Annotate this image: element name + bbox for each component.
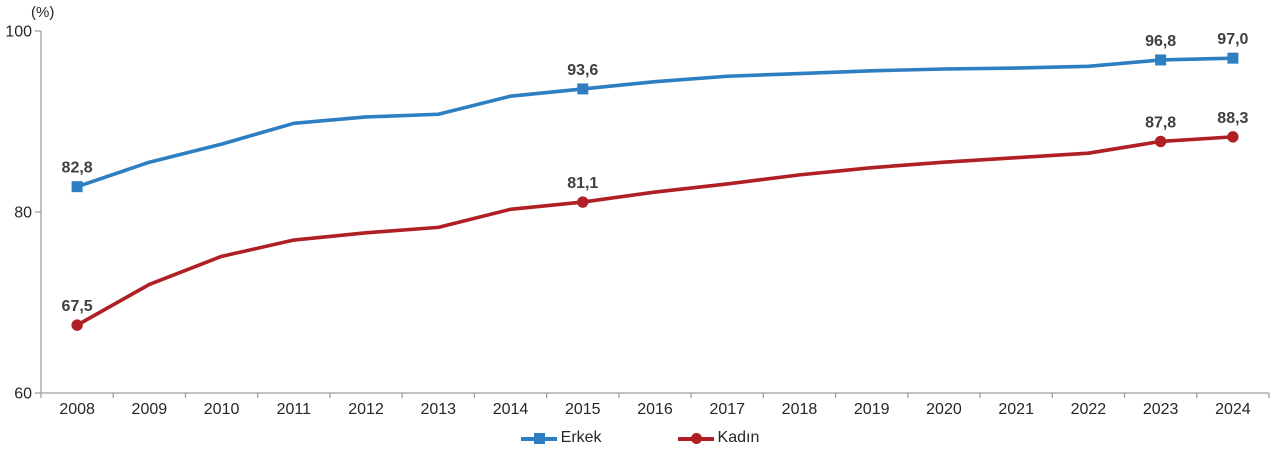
legend: Erkek Kadın [0,430,1280,447]
legend-item-kadin[interactable]: Kadın [677,429,760,447]
data-point-label: 87,8 [1145,114,1176,131]
data-point-circle-marker [577,196,589,208]
data-point-square-marker [1227,52,1239,64]
x-axis-year-label: 2023 [1143,401,1179,418]
legend-label-erkek: Erkek [560,429,602,446]
data-point-circle-marker [71,319,83,331]
x-axis-year-label: 2022 [1071,401,1107,418]
x-axis-year-label: 2014 [493,401,529,418]
legend-label-kadin: Kadın [717,429,760,446]
data-point-circle-marker [1227,131,1239,143]
data-point-label: 82,8 [62,160,93,177]
x-axis-year-label: 2012 [348,401,384,418]
x-axis-year-label: 2024 [1215,401,1251,418]
data-point-label: 88,3 [1217,110,1248,127]
x-axis-year-label: 2009 [132,401,168,418]
x-axis-year-label: 2017 [709,401,745,418]
y-axis-tick-label: 80 [14,205,32,222]
y-axis-tick-label: 100 [5,24,32,41]
kadin-legend-line-circle-icon [677,433,714,444]
data-point-label: 93,6 [567,62,598,79]
x-axis-year-label: 2011 [277,401,312,418]
x-axis-year-label: 2020 [926,401,962,418]
x-axis-year-label: 2016 [637,401,673,418]
x-axis-year-label: 2013 [420,401,456,418]
data-point-square-marker [1155,54,1167,66]
x-axis-year-label: 2018 [782,401,818,418]
legend-item-erkek[interactable]: Erkek [520,429,602,447]
y-axis-unit-label: (%) [31,4,55,21]
series-line-erkek [75,56,1235,189]
x-axis-year-label: 2021 [998,401,1034,418]
x-axis-year-label: 2019 [854,401,890,418]
x-axis-year-label: 2015 [565,401,601,418]
data-point-square-marker [577,83,589,95]
erkek-legend-line-square-icon [520,433,557,444]
series-line-kadın [75,135,1235,327]
data-point-square-marker [71,181,83,193]
data-point-label: 67,5 [62,298,93,315]
data-point-circle-marker [1154,135,1167,148]
x-axis-year-label: 2008 [59,401,95,418]
x-axis-year-label: 2010 [204,401,240,418]
data-point-label: 97,0 [1217,31,1248,48]
y-axis-tick-label: 60 [14,386,32,403]
data-point-label: 81,1 [567,175,598,192]
data-point-label: 96,8 [1145,33,1176,50]
